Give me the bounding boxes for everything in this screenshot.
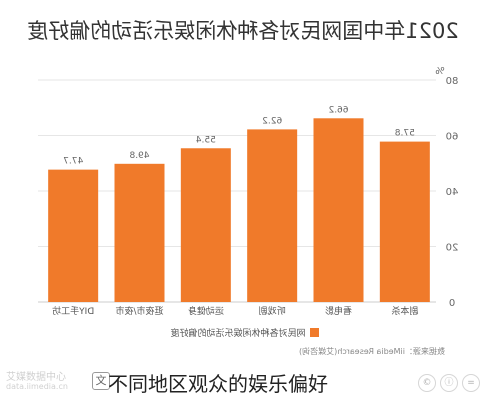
x-tick-label: 听戏剧	[259, 305, 286, 317]
watermark-logo: 艾媒数据中心 data.iimedia.cn	[0, 364, 96, 396]
chart-title: 2021年中国网民对各种休闲娱乐活动的偏好度	[27, 19, 458, 43]
bar	[379, 141, 430, 302]
x-tick-label: DIY手工坊	[52, 305, 94, 317]
watermark-badge: 文	[92, 372, 110, 390]
bar	[114, 163, 165, 302]
data-label: 57.8	[395, 129, 415, 139]
watermark-line2: data.iimedia.cn	[6, 382, 68, 391]
x-tick-label: 逛夜市/夜市	[115, 305, 163, 317]
bar	[313, 118, 364, 302]
y-tick-label: 80	[446, 76, 459, 87]
x-tick-label: 运动健身	[188, 305, 224, 317]
copyright-icon: ©	[418, 374, 436, 392]
legend-label: 网民对各种休闲娱乐活动的偏好度	[170, 327, 305, 339]
y-tick-label: 60	[446, 132, 459, 143]
x-tick-label: 看电影	[325, 305, 352, 317]
image-caption: 不同地区观众的娱乐偏好	[108, 372, 328, 396]
data-label: 47.7	[63, 157, 83, 167]
attribution-icon: ⓘ	[440, 374, 458, 392]
x-tick-label: 剧本杀	[391, 305, 418, 317]
data-label: 55.4	[196, 135, 216, 145]
y-unit-label: %	[435, 66, 445, 77]
legend-swatch	[310, 328, 319, 337]
bar	[48, 169, 99, 302]
no-derivatives-icon: =	[462, 374, 480, 392]
caption-band	[0, 360, 486, 400]
bar	[247, 129, 298, 302]
source-note: 数据来源：iiMedia Research(艾媒咨询)	[299, 346, 445, 356]
bar	[180, 148, 231, 302]
y-tick-label: 20	[446, 243, 459, 254]
data-label: 66.2	[328, 105, 348, 115]
data-label: 62.2	[262, 116, 282, 126]
y-tick-label: 0	[449, 298, 455, 309]
y-tick-label: 40	[446, 187, 459, 198]
watermark-line1: 艾媒数据中心	[6, 372, 66, 383]
data-label: 49.8	[129, 151, 149, 161]
